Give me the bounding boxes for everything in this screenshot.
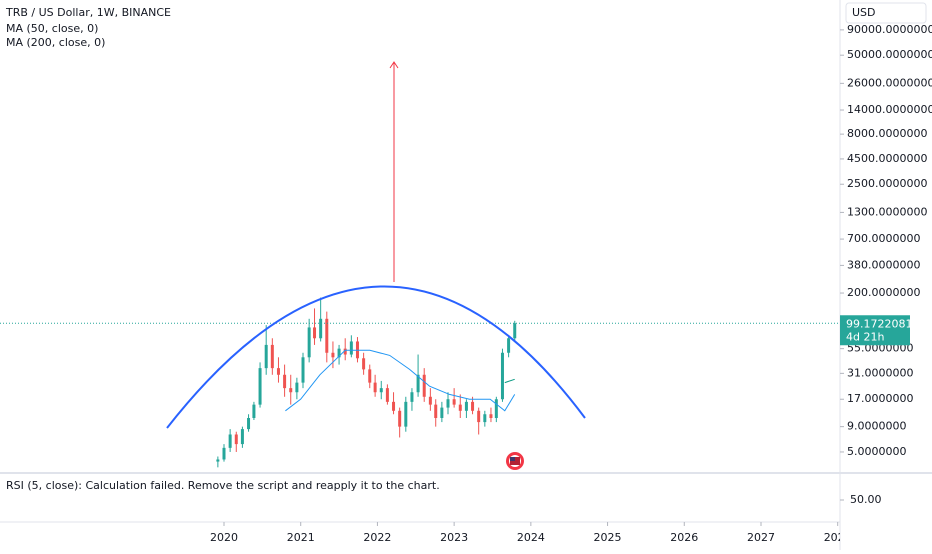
ma-line	[285, 349, 516, 412]
y-tick-label: 17.0000000	[847, 392, 913, 405]
candle-body	[446, 399, 450, 408]
candle-body	[392, 401, 396, 411]
candle-body	[325, 318, 329, 353]
x-tick-label: 2021	[287, 531, 315, 544]
y-tick-label: 700.0000000	[847, 232, 920, 245]
candle-body	[368, 369, 372, 383]
candle-body	[228, 434, 232, 448]
x-tick-label: 2026	[670, 531, 698, 544]
currency-label[interactable]: USD	[852, 6, 876, 19]
currency-button[interactable]	[845, 2, 927, 24]
candle-body	[258, 368, 262, 405]
candle-body	[494, 399, 498, 418]
candle-body	[307, 327, 311, 358]
candle-body	[289, 388, 293, 393]
x-tick-label: 2023	[440, 531, 468, 544]
rsi-message: RSI (5, close): Calculation failed. Remo…	[6, 479, 440, 492]
x-tick-label: 2025	[594, 531, 622, 544]
y-tick-label: 14000.0000000	[847, 103, 932, 116]
candle-body	[373, 382, 377, 393]
candle-body	[398, 410, 402, 427]
plot-area	[0, 297, 840, 468]
candle-body	[301, 357, 305, 383]
price-label: 99.1722081	[846, 317, 912, 330]
chart-title: TRB / US Dollar, 1W, BINANCE	[5, 6, 171, 19]
flag-icon	[506, 452, 524, 470]
candle-body	[295, 382, 299, 393]
y-tick-label: 8000.0000000	[847, 127, 927, 140]
candle-body	[410, 392, 414, 402]
arc-drawing	[166, 285, 586, 429]
x-tick-label: 2027	[747, 531, 775, 544]
candle-body	[337, 348, 341, 358]
y-tick-label: 5.0000000	[847, 445, 907, 458]
candle-body	[234, 434, 238, 445]
y-tick-label: 50000.0000000	[847, 48, 932, 61]
candle-body	[276, 368, 280, 375]
candle-body	[319, 318, 323, 339]
candle-body	[477, 410, 481, 423]
candle-body	[252, 404, 256, 418]
candle-body	[362, 358, 366, 370]
arrow-head	[389, 61, 399, 69]
rsi-tick-label: 50.00	[850, 493, 882, 506]
candle-body	[331, 352, 335, 358]
candle-body	[416, 374, 420, 393]
x-tick-label: 2022	[363, 531, 391, 544]
y-tick-label: 31.0000000	[847, 366, 913, 379]
candle-body	[264, 344, 268, 369]
x-tick-label: 2020	[210, 531, 238, 544]
candle-body	[434, 404, 438, 418]
candle-body	[404, 401, 408, 427]
y-tick-label: 26000.0000000	[847, 76, 932, 89]
candle-body	[247, 417, 251, 430]
candle-body	[458, 404, 462, 411]
countdown: 4d 21h	[846, 330, 884, 343]
y-tick-label: 90000.0000000	[847, 23, 932, 36]
candle-body	[385, 388, 389, 402]
candle-body	[313, 327, 317, 339]
legend-entry: MA (50, close, 0)	[6, 22, 98, 35]
candle-body	[270, 344, 274, 369]
axes: 90000.0000000 50000.0000000 26000.0000000 1…	[210, 23, 932, 544]
candle-body	[471, 401, 475, 411]
candle-body	[422, 374, 426, 397]
candle-body	[349, 341, 353, 355]
candle-body	[240, 429, 244, 445]
y-tick-label: 2500.0000000	[847, 177, 927, 190]
y-tick-label: 380.0000000	[847, 258, 920, 271]
y-tick-label: 1300.0000000	[847, 205, 927, 218]
legend-entry: MA (200, close, 0)	[6, 36, 105, 49]
x-tick-label: 2028	[824, 531, 852, 544]
candle-body	[483, 414, 487, 423]
candle-body	[507, 338, 511, 353]
candle-body	[379, 388, 383, 393]
y-tick-label: 200.0000000	[847, 286, 920, 299]
y-tick-label: 9.0000000	[847, 420, 907, 433]
candle-body	[216, 459, 220, 462]
ma-line	[504, 378, 515, 384]
y-tick-label: 4500.0000000	[847, 152, 927, 165]
candle-body	[283, 374, 287, 389]
candle-body	[343, 348, 347, 355]
x-axis: 2020 2021 2022 2023 2024 2025 2026 2027 2028	[210, 522, 852, 544]
candle-body	[428, 396, 432, 405]
candle-body	[500, 352, 504, 400]
candle-body	[464, 401, 468, 411]
candle-body	[452, 399, 456, 405]
candle-body	[222, 447, 226, 460]
candle-body	[513, 323, 517, 339]
candle-body	[440, 407, 444, 418]
x-tick-label: 2024	[517, 531, 545, 544]
price-label-box	[840, 315, 910, 346]
candle-body	[489, 414, 493, 418]
